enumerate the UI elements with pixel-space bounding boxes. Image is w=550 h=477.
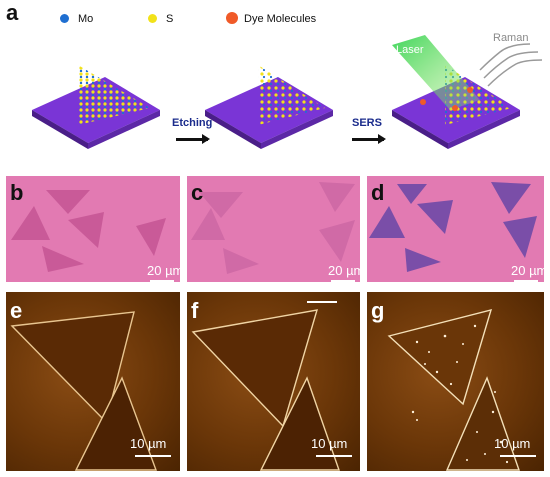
scalebar-e-label: 10 µm (130, 436, 167, 451)
panel-label-a: a (6, 0, 19, 25)
panel-label-f: f (191, 298, 199, 323)
scalebar-c-label: 20 µm (328, 263, 365, 278)
sers-arrow-icon (352, 134, 386, 144)
scalebar-e-line (135, 455, 171, 457)
etching-arrow-icon (176, 134, 210, 144)
optical-image-d (367, 176, 544, 282)
afm-image-f (187, 292, 360, 471)
etching-label: Etching (172, 117, 213, 129)
scalebar-d-line (514, 280, 538, 282)
afm-image-g (367, 292, 544, 471)
s-legend-label: S (166, 13, 174, 25)
scalebar-b-label: 20 µm (147, 263, 184, 278)
dye-legend-label: Dye Molecules (244, 13, 317, 25)
scalebar-d-label: 20 µm (511, 263, 548, 278)
s-legend-icon (148, 14, 157, 23)
scalebar-f-line (316, 455, 352, 457)
scalebar-g-label: 10 µm (494, 436, 531, 451)
panel-label-g: g (371, 298, 385, 323)
pristine-slab (32, 65, 160, 149)
schematic-illustration (32, 35, 543, 149)
dye-legend-icon (226, 12, 238, 24)
scalebar-g-line (500, 455, 536, 457)
scalebar-b-line (150, 280, 174, 282)
optical-image-b (6, 176, 180, 282)
panel-label-e: e (10, 298, 23, 323)
mo-legend-label: Mo (78, 13, 94, 25)
optical-image-c (187, 176, 360, 282)
panel-label-d: d (371, 180, 385, 205)
scalebar-c-line (331, 280, 355, 282)
afm-image-e (6, 292, 180, 471)
laser-label: Laser (396, 44, 424, 56)
panel-label-c: c (191, 180, 204, 205)
scalebar-f-label: 10 µm (311, 436, 348, 451)
panel-label-b: b (10, 180, 24, 205)
etched-slab (205, 65, 333, 149)
raman-label: Raman (493, 32, 529, 44)
sers-slab (392, 35, 543, 149)
mo-legend-icon (60, 14, 69, 23)
sers-label: SERS (352, 117, 382, 129)
